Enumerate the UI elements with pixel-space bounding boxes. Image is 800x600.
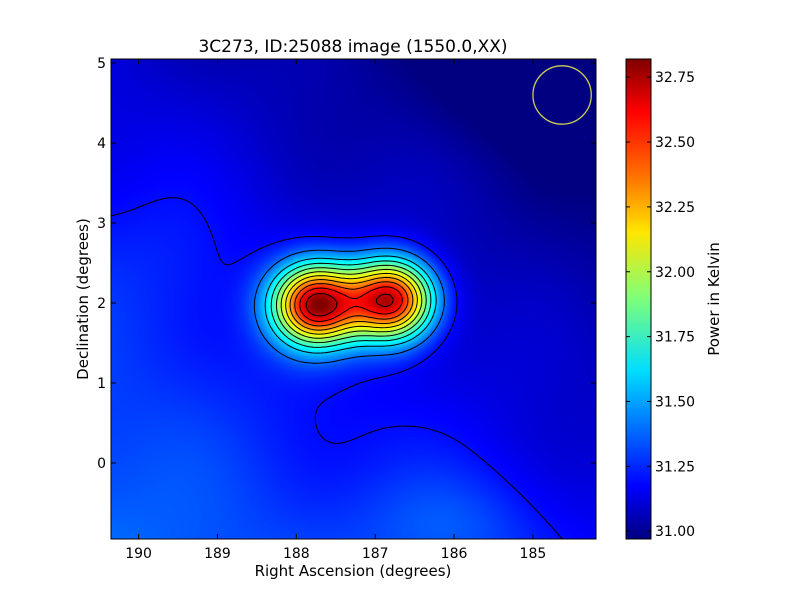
contour-level (253, 247, 445, 364)
colorbar-tick-label: 32.50 (655, 135, 695, 151)
contour-level (285, 272, 418, 335)
x-axis-label: Right Ascension (degrees) (255, 562, 452, 580)
colorbar-gradient (625, 58, 652, 540)
colorbar-tick-label: 31.25 (655, 459, 695, 475)
colorbar-tick-label: 32.25 (655, 200, 695, 216)
contour-level (270, 260, 432, 348)
colorbar-label: Power in Kelvin (705, 242, 723, 356)
plot-frame (110, 58, 597, 540)
contour-level (111, 197, 563, 539)
colorbar-tick-label: 31.50 (655, 394, 695, 410)
beam-circle (532, 65, 592, 125)
heatmap-image (111, 59, 596, 539)
x-tick-label: 189 (204, 546, 231, 562)
x-tick-label: 185 (520, 546, 547, 562)
y-tick-label: 3 (97, 216, 106, 232)
contour-level (299, 286, 403, 322)
contour-level (305, 293, 394, 317)
y-tick-label: 4 (97, 136, 106, 152)
colorbar-tick-label: 32.00 (655, 265, 695, 281)
contour-level (264, 255, 437, 354)
chart-title: 3C273, ID:25088 image (1550.0,XX) (198, 37, 507, 57)
contour-lines (111, 197, 563, 539)
contour-level (280, 268, 423, 339)
y-tick-label: 5 (97, 56, 106, 72)
y-tick-label: 2 (97, 296, 106, 312)
y-tick-label: 0 (97, 456, 106, 472)
y-axis-label: Declination (degrees) (74, 218, 92, 380)
heatmap-plot-area (110, 58, 597, 540)
y-axis: 0 1 2 3 4 5 (97, 56, 596, 472)
x-tick-label: 186 (441, 546, 468, 562)
x-tick-label: 187 (362, 546, 389, 562)
colorbar: 31.00 31.25 31.50 31.75 32.00 32.25 32.50 32.75… (625, 58, 723, 540)
x-axis: 190 189 188 187 186 185 (125, 59, 546, 562)
contour-level (275, 264, 427, 344)
colorbar-ticks: 31.00 31.25 31.50 31.75 32.00 32.25 32.50 32.75 (626, 70, 695, 540)
y-tick-label: 1 (97, 376, 106, 392)
x-tick-label: 190 (125, 546, 152, 562)
colorbar-tick-label: 31.75 (655, 330, 695, 346)
contour-level (289, 276, 414, 331)
contour-level (294, 281, 409, 327)
colorbar-tick-label: 31.00 (655, 524, 695, 540)
colorbar-tick-label: 32.75 (655, 70, 695, 86)
x-tick-label: 188 (283, 546, 310, 562)
